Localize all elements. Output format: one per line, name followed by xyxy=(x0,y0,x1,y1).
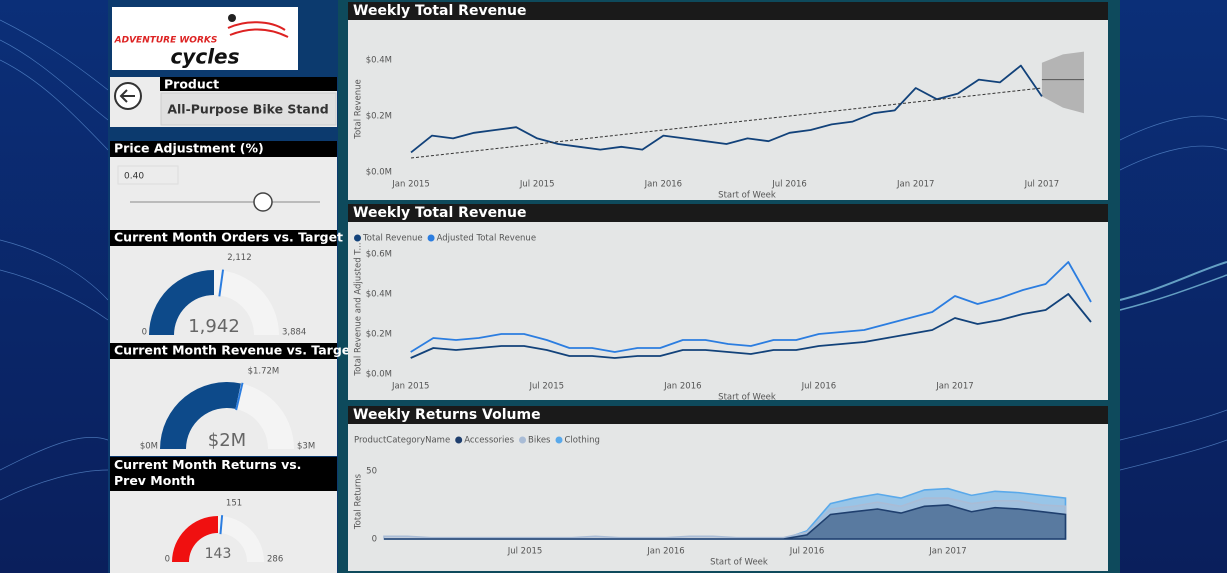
line xyxy=(410,293,1092,359)
gauge-max: 286 xyxy=(267,555,283,565)
gauge-target xyxy=(218,269,225,297)
x-tick-label: Jul 2016 xyxy=(771,180,807,190)
y-tick-label: $0.4M xyxy=(366,56,392,66)
legend-swatch xyxy=(519,436,527,444)
gauge-target-label: 2,112 xyxy=(227,253,251,263)
gauge-max: 3,884 xyxy=(282,328,306,338)
product-label: Product xyxy=(164,77,219,92)
price-header xyxy=(110,141,337,157)
x-tick-label: Jan 2016 xyxy=(663,382,701,392)
chart-header xyxy=(348,2,1108,20)
product-slicer[interactable] xyxy=(160,92,337,126)
gauge-fill xyxy=(160,382,241,449)
y-tick-label: $0.2M xyxy=(366,330,392,340)
gauge-title: Current Month Revenue vs. Target xyxy=(114,343,356,358)
logo-line2: cycles xyxy=(170,45,239,69)
x-tick-label: Jan 2016 xyxy=(646,547,684,557)
y-axis-title: Total Returns xyxy=(354,473,364,530)
logo xyxy=(112,7,298,70)
gauge-title: Current Month Orders vs. Target xyxy=(114,230,343,245)
legend-label: Bikes xyxy=(528,436,551,446)
waves xyxy=(0,19,1227,501)
legend-swatch xyxy=(427,234,435,242)
y-tick-label: $0.0M xyxy=(366,370,392,380)
x-tick-label: Jan 2017 xyxy=(896,180,934,190)
y-tick-label: $0.0M xyxy=(366,168,392,178)
gauge-value: 1,942 xyxy=(188,316,240,337)
gauge-fill xyxy=(149,270,214,335)
y-tick-label: $0.4M xyxy=(366,290,392,300)
gauge-title-box: Current Month Returns vs. Prev Month xyxy=(114,457,302,488)
gauge-max: $3M xyxy=(297,442,315,452)
gauge-target xyxy=(235,382,244,411)
gauge-header xyxy=(110,230,337,246)
gauge-value: 143 xyxy=(205,546,232,562)
back-arrow[interactable] xyxy=(119,89,135,103)
x-tick-label: Jan 2016 xyxy=(644,180,682,190)
gauge-min: 0 xyxy=(165,555,170,565)
legend-swatch xyxy=(455,436,463,444)
chart-panel xyxy=(348,222,1108,400)
chart-title: Weekly Total Revenue xyxy=(353,3,527,19)
chart-title: Weekly Total Revenue xyxy=(353,205,527,221)
forecast-band xyxy=(1041,51,1084,114)
legend-title: ProductCategoryName xyxy=(354,436,450,446)
price-label: Price Adjustment (%) xyxy=(114,141,264,156)
y-axis-title: Total Revenue and Adjusted T... xyxy=(354,242,364,376)
x-tick-label: Jan 2015 xyxy=(391,382,429,392)
y-tick-label: $0.6M xyxy=(366,250,392,260)
y-tick-label: 0 xyxy=(372,535,377,545)
x-tick-label: Jul 2015 xyxy=(519,180,555,190)
gauge-header xyxy=(110,457,337,491)
area xyxy=(384,504,1067,540)
product-value: All-Purpose Bike Stand xyxy=(167,102,328,117)
x-axis-title: Start of Week xyxy=(710,558,768,568)
y-tick-label: $0.2M xyxy=(366,112,392,122)
chart-panel xyxy=(348,20,1108,200)
chart-header xyxy=(348,204,1108,222)
x-tick-label: Jul 2016 xyxy=(789,547,825,557)
product-header xyxy=(160,77,337,91)
x-tick-label: Jan 2017 xyxy=(928,547,966,557)
y-tick-label: 50 xyxy=(366,466,377,476)
gauge-min: 0 xyxy=(142,328,147,338)
legend-label: Accessories xyxy=(464,436,514,446)
line xyxy=(410,261,1092,353)
gauge-fill xyxy=(172,516,218,562)
chart-title: Weekly Returns Volume xyxy=(353,407,541,423)
x-tick-label: Jul 2015 xyxy=(507,547,543,557)
legend-swatch xyxy=(555,436,563,444)
logo-line1: ADVENTURE WORKS xyxy=(114,36,218,46)
y-axis-title: Total Revenue xyxy=(354,79,364,140)
x-tick-label: Jan 2017 xyxy=(935,382,973,392)
logo-swoosh xyxy=(227,21,289,38)
legend-label: Clothing xyxy=(565,436,600,446)
gauge-target-label: 151 xyxy=(226,499,242,509)
x-axis-title: Start of Week xyxy=(718,191,776,201)
gauge-title: Current Month Returns vs. Prev Month xyxy=(114,457,302,488)
gauge-target xyxy=(219,515,224,535)
x-tick-label: Jul 2017 xyxy=(1024,180,1060,190)
gauge-value: $2M xyxy=(208,430,246,451)
gauge-target-label: $1.72M xyxy=(248,367,280,377)
line xyxy=(410,64,1043,154)
x-tick-label: Jul 2015 xyxy=(528,382,564,392)
chart-header xyxy=(348,406,1108,424)
gauge-header xyxy=(110,343,337,359)
gauge-min: $0M xyxy=(140,442,158,452)
legend-label: Adjusted Total Revenue xyxy=(437,234,536,244)
x-tick-label: Jul 2016 xyxy=(801,382,837,392)
x-tick-label: Jan 2015 xyxy=(391,180,429,190)
legend-label: Total Revenue xyxy=(362,234,423,244)
x-axis-title: Start of Week xyxy=(718,393,776,403)
logo-rider xyxy=(228,14,236,22)
legend-swatch xyxy=(354,234,361,242)
slider-knob[interactable] xyxy=(253,192,273,212)
trend-line xyxy=(410,87,1042,159)
price-value: 0.40 xyxy=(124,172,144,182)
price-input[interactable] xyxy=(117,165,179,185)
